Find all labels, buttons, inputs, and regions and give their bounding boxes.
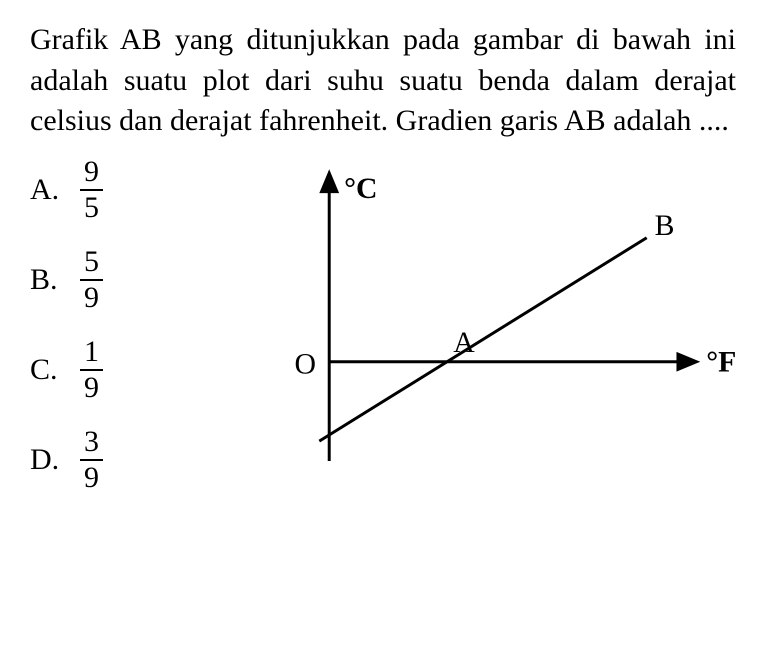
point-a-label: A	[453, 325, 475, 358]
y-axis-arrow-icon	[319, 169, 339, 193]
fraction-denominator: 5	[80, 189, 103, 223]
fraction: 5 9	[80, 247, 103, 313]
option-d: D. 3 9	[30, 427, 230, 493]
content-row: A. 9 5 B. 5 9 C. 1 9 D. 3 9	[30, 152, 736, 517]
fraction-numerator: 9	[80, 157, 103, 189]
option-a: A. 9 5	[30, 157, 230, 223]
option-letter: B.	[30, 263, 80, 297]
fraction: 3 9	[80, 427, 103, 493]
fraction-denominator: 9	[80, 459, 103, 493]
x-axis-arrow-icon	[676, 351, 700, 371]
options-column: A. 9 5 B. 5 9 C. 1 9 D. 3 9	[30, 152, 230, 517]
fraction-denominator: 9	[80, 369, 103, 403]
fraction-numerator: 3	[80, 427, 103, 459]
temperature-chart: °C °F O A B	[230, 152, 736, 512]
option-letter: D.	[30, 443, 80, 477]
point-b-label: B	[655, 208, 675, 241]
fraction-numerator: 1	[80, 337, 103, 369]
option-b: B. 5 9	[30, 247, 230, 313]
option-c: C. 1 9	[30, 337, 230, 403]
x-axis-label: °F	[706, 345, 736, 378]
fraction-denominator: 9	[80, 279, 103, 313]
fraction: 9 5	[80, 157, 103, 223]
line-ab	[319, 237, 646, 440]
fraction: 1 9	[80, 337, 103, 403]
chart-column: °C °F O A B	[230, 152, 736, 517]
origin-label: O	[294, 347, 316, 380]
y-axis-label: °C	[344, 172, 377, 205]
option-letter: C.	[30, 353, 80, 387]
question-text: Grafik AB yang ditunjukkan pada gambar d…	[30, 20, 736, 142]
option-letter: A.	[30, 173, 80, 207]
fraction-numerator: 5	[80, 247, 103, 279]
